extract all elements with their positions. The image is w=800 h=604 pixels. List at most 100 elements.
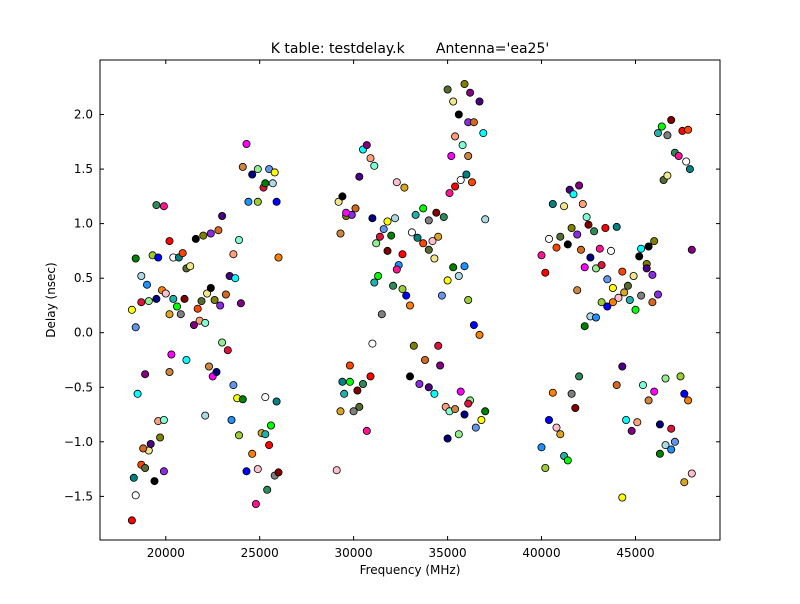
x-axis-label: Frequency (MHz) — [360, 563, 461, 577]
data-point — [127, 516, 136, 525]
data-point — [368, 339, 377, 348]
data-point — [608, 298, 617, 307]
data-point — [165, 367, 174, 376]
data-point — [456, 175, 465, 184]
data-point — [684, 125, 693, 134]
data-point — [424, 383, 433, 392]
data-point — [169, 294, 178, 303]
data-point — [383, 246, 392, 255]
data-point — [597, 298, 606, 307]
data-point — [159, 467, 168, 476]
data-point — [586, 253, 595, 262]
data-point — [351, 204, 360, 213]
data-point — [607, 246, 616, 255]
data-point — [548, 388, 557, 397]
data-point — [655, 449, 664, 458]
data-point — [419, 204, 428, 213]
data-point — [201, 318, 210, 327]
data-point — [436, 361, 445, 370]
data-point — [263, 485, 272, 494]
data-point — [439, 213, 448, 222]
data-point — [684, 396, 693, 405]
data-point — [248, 170, 257, 179]
data-point — [336, 407, 345, 416]
data-point — [176, 310, 185, 319]
data-point — [261, 430, 270, 439]
data-point — [358, 379, 367, 388]
data-point — [430, 254, 439, 263]
data-point — [618, 362, 627, 371]
data-point — [362, 426, 371, 435]
data-point — [462, 170, 471, 179]
data-point — [405, 372, 414, 381]
data-point — [172, 302, 181, 311]
data-point — [676, 372, 685, 381]
ticks-layer: 20000 25000 30000 35000 40000 45000 −1.5 −1.0 −0… — [64, 60, 720, 560]
data-point — [464, 399, 473, 408]
data-point — [236, 299, 245, 308]
data-point — [637, 244, 646, 253]
data-point — [392, 265, 401, 274]
data-point — [274, 253, 283, 262]
data-point — [165, 237, 174, 246]
data-point — [573, 230, 582, 239]
data-point — [654, 290, 663, 299]
data-point — [650, 387, 659, 396]
data-point — [398, 250, 407, 259]
data-point — [238, 162, 247, 171]
data-point — [563, 456, 572, 465]
data-point — [420, 355, 429, 364]
data-point — [667, 445, 676, 454]
data-point — [655, 420, 664, 429]
data-point — [454, 110, 463, 119]
data-point — [451, 132, 460, 141]
data-point — [687, 469, 696, 478]
data-point — [592, 313, 601, 322]
data-point — [182, 355, 191, 364]
data-point — [413, 233, 422, 242]
data-point — [272, 197, 281, 206]
data-point — [685, 165, 694, 174]
data-point — [266, 421, 275, 430]
x-tick-label: 25000 — [241, 546, 279, 560]
data-point — [214, 226, 223, 235]
data-point — [469, 321, 478, 330]
data-point — [460, 262, 469, 271]
data-point — [377, 310, 386, 319]
data-point — [618, 493, 627, 502]
data-point — [389, 281, 398, 290]
data-point — [229, 250, 238, 259]
data-point — [432, 208, 441, 217]
data-point — [601, 223, 610, 232]
data-point — [229, 381, 238, 390]
data-point — [180, 294, 189, 303]
data-point — [560, 202, 569, 211]
data-point — [407, 228, 416, 237]
data-point — [159, 415, 168, 424]
data-point — [355, 402, 364, 411]
data-point — [253, 165, 262, 174]
data-point — [206, 229, 215, 238]
data-point — [402, 291, 411, 300]
y-tick-label: 0.0 — [74, 326, 93, 340]
data-point — [270, 168, 279, 177]
data-point — [620, 288, 629, 297]
data-point — [571, 403, 580, 412]
data-point — [372, 239, 381, 248]
data-point — [383, 217, 392, 226]
data-point — [680, 478, 689, 487]
data-point — [342, 208, 351, 217]
data-point — [460, 80, 469, 89]
data-point — [253, 465, 262, 474]
data-point — [670, 437, 679, 446]
data-point — [633, 418, 642, 427]
data-point — [193, 304, 202, 313]
data-point — [434, 232, 443, 241]
data-point — [424, 216, 433, 225]
data-point — [603, 302, 612, 311]
data-point — [612, 381, 621, 390]
data-point — [466, 88, 475, 97]
data-point — [199, 231, 208, 240]
data-point — [567, 389, 576, 398]
data-point — [481, 215, 490, 224]
